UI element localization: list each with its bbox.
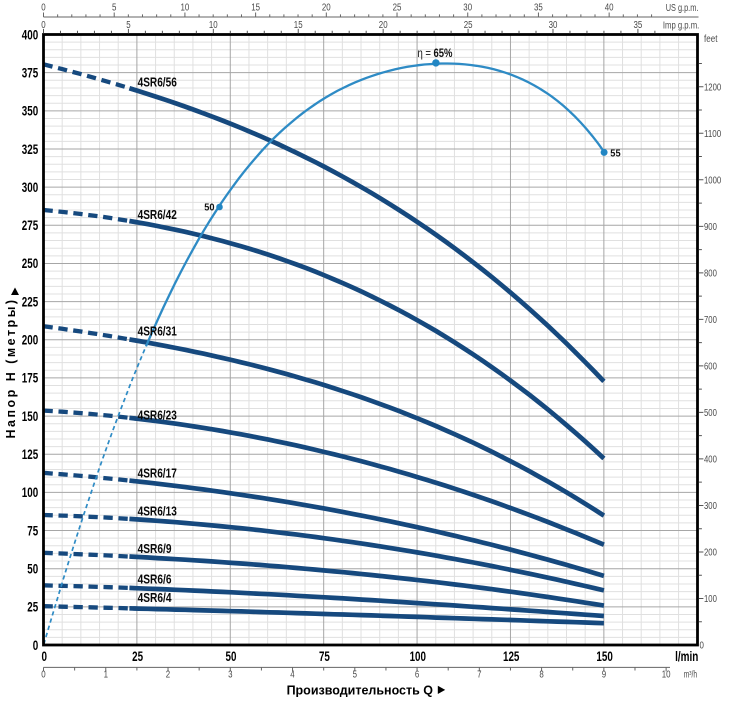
- svg-text:30: 30: [549, 20, 558, 31]
- svg-text:400: 400: [22, 27, 38, 42]
- svg-text:0: 0: [41, 3, 46, 14]
- svg-text:5: 5: [353, 670, 358, 681]
- svg-text:150: 150: [22, 409, 38, 424]
- svg-text:1200: 1200: [704, 82, 722, 93]
- svg-text:η =: η =: [418, 48, 432, 60]
- svg-text:10: 10: [209, 20, 218, 31]
- svg-text:4SR6/31: 4SR6/31: [138, 324, 177, 339]
- svg-text:700: 700: [704, 315, 717, 326]
- svg-text:4SR6/4: 4SR6/4: [138, 590, 172, 605]
- svg-text:1100: 1100: [704, 129, 722, 140]
- svg-text:200: 200: [704, 548, 717, 559]
- svg-text:100: 100: [22, 485, 38, 500]
- svg-text:0: 0: [41, 648, 47, 664]
- svg-text:m³/h: m³/h: [684, 670, 697, 681]
- svg-text:feet: feet: [704, 34, 718, 45]
- svg-text:325: 325: [22, 142, 39, 157]
- svg-text:100: 100: [704, 594, 717, 605]
- svg-text:20: 20: [379, 20, 388, 31]
- svg-text:10: 10: [662, 670, 671, 681]
- svg-text:225: 225: [22, 294, 39, 309]
- svg-text:150: 150: [596, 648, 613, 664]
- svg-text:US g.p.m.: US g.p.m.: [666, 3, 699, 14]
- svg-text:4SR6/42: 4SR6/42: [138, 207, 177, 222]
- svg-text:375: 375: [22, 66, 39, 81]
- svg-text:4SR6/23: 4SR6/23: [138, 408, 177, 423]
- svg-text:300: 300: [22, 180, 38, 195]
- svg-text:50: 50: [27, 562, 38, 577]
- svg-text:25: 25: [27, 600, 38, 615]
- svg-text:10: 10: [181, 3, 190, 14]
- svg-text:4SR6/13: 4SR6/13: [138, 504, 177, 519]
- svg-text:250: 250: [22, 256, 38, 271]
- svg-text:0: 0: [33, 638, 39, 653]
- svg-text:55: 55: [610, 147, 620, 159]
- svg-text:15: 15: [251, 3, 260, 14]
- svg-text:100: 100: [410, 648, 427, 664]
- svg-text:Imp g.p.m.: Imp g.p.m.: [663, 20, 699, 31]
- svg-text:500: 500: [704, 408, 717, 419]
- svg-text:125: 125: [503, 648, 520, 664]
- svg-text:5: 5: [112, 3, 117, 14]
- svg-text:5: 5: [126, 20, 131, 31]
- svg-text:0: 0: [41, 670, 46, 681]
- svg-text:40: 40: [605, 3, 614, 14]
- svg-text:200: 200: [22, 333, 38, 348]
- svg-text:0: 0: [41, 20, 46, 31]
- svg-text:900: 900: [704, 222, 717, 233]
- svg-text:4SR6/56: 4SR6/56: [138, 75, 177, 90]
- svg-text:8: 8: [539, 670, 544, 681]
- svg-text:30: 30: [463, 3, 472, 14]
- svg-text:35: 35: [534, 3, 543, 14]
- svg-text:0: 0: [700, 640, 705, 651]
- svg-text:350: 350: [22, 104, 38, 119]
- svg-text:275: 275: [22, 218, 39, 233]
- svg-text:75: 75: [27, 523, 38, 538]
- svg-text:1000: 1000: [704, 175, 722, 186]
- svg-text:2: 2: [166, 670, 170, 681]
- svg-text:20: 20: [322, 3, 331, 14]
- svg-text:25: 25: [464, 20, 473, 31]
- svg-text:4SR6/9: 4SR6/9: [138, 541, 172, 556]
- svg-text:15: 15: [294, 20, 303, 31]
- svg-text:25: 25: [393, 3, 402, 14]
- svg-text:Производительность Q: Производительность Q: [287, 683, 434, 697]
- svg-text:1: 1: [104, 670, 108, 681]
- svg-text:4: 4: [290, 670, 295, 681]
- svg-text:25: 25: [132, 648, 143, 664]
- svg-text:35: 35: [634, 20, 643, 31]
- svg-text:Напор H (метры): Напор H (метры): [4, 297, 18, 438]
- svg-text:75: 75: [319, 648, 330, 664]
- svg-text:6: 6: [415, 670, 420, 681]
- svg-text:600: 600: [704, 361, 717, 372]
- svg-text:4SR6/6: 4SR6/6: [138, 572, 172, 587]
- svg-text:9: 9: [602, 670, 606, 681]
- svg-text:800: 800: [704, 268, 717, 279]
- svg-text:7: 7: [477, 670, 481, 681]
- svg-text:300: 300: [704, 501, 717, 512]
- svg-text:3: 3: [228, 670, 233, 681]
- svg-text:125: 125: [22, 447, 39, 462]
- svg-text:50: 50: [226, 648, 237, 664]
- svg-text:50: 50: [204, 202, 214, 214]
- svg-text:400: 400: [704, 454, 717, 465]
- svg-text:4SR6/17: 4SR6/17: [138, 466, 177, 481]
- svg-text:l/min: l/min: [675, 648, 698, 664]
- svg-text:65%: 65%: [434, 46, 453, 60]
- svg-text:175: 175: [22, 371, 39, 386]
